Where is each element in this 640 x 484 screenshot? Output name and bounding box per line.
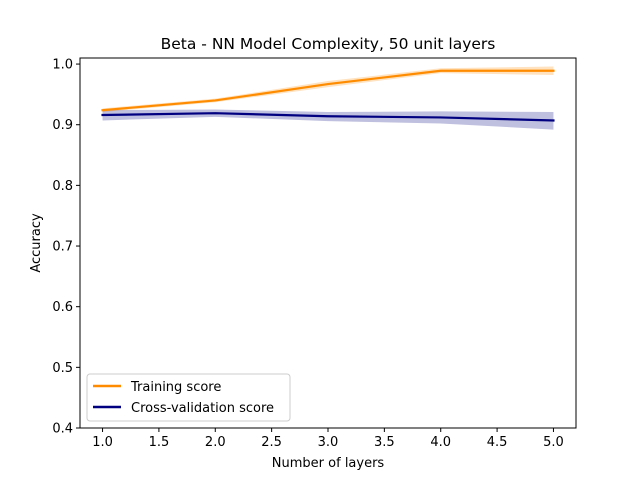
x-tick-label: 2.5	[261, 435, 282, 450]
y-axis-label: Accuracy	[29, 213, 44, 273]
line-cross-validation-score	[101, 112, 555, 122]
legend-label-training-score: Training score	[130, 380, 221, 395]
x-tick-label: 2.0	[205, 435, 226, 450]
y-tick-label: 0.7	[52, 240, 73, 255]
x-axis-label: Number of layers	[272, 456, 385, 471]
y-tick-label: 0.8	[52, 179, 73, 194]
x-tick-label: 5.0	[543, 435, 564, 450]
band-cross-validation-score	[102, 109, 554, 130]
y-tick-label: 1.0	[52, 58, 73, 73]
y-axis-ticks: 0.4 0.5 0.6 0.7 0.8 0.9 1.0	[52, 58, 80, 437]
line-training-score	[101, 69, 555, 112]
x-tick-label: 3.0	[318, 435, 339, 450]
x-axis-ticks: 1.0 1.5 2.0 2.5 3.0 3.5 4.0 4.5 5.0	[92, 428, 564, 450]
y-tick-label: 0.6	[52, 300, 73, 315]
x-tick-label: 4.0	[430, 435, 451, 450]
chart-title: Beta - NN Model Complexity, 50 unit laye…	[161, 35, 496, 53]
legend: Training score Cross-validation score	[86, 373, 291, 422]
lines-layer	[101, 69, 555, 122]
legend-label-cross-validation-score: Cross-validation score	[131, 401, 274, 416]
y-tick-label: 0.4	[52, 422, 73, 437]
legend-frame	[86, 373, 291, 422]
x-tick-label: 1.5	[149, 435, 170, 450]
x-tick-label: 4.5	[487, 435, 508, 450]
y-tick-label: 0.9	[52, 118, 73, 133]
x-tick-label: 1.0	[92, 435, 113, 450]
y-tick-label: 0.5	[52, 361, 73, 376]
x-tick-label: 3.5	[374, 435, 395, 450]
